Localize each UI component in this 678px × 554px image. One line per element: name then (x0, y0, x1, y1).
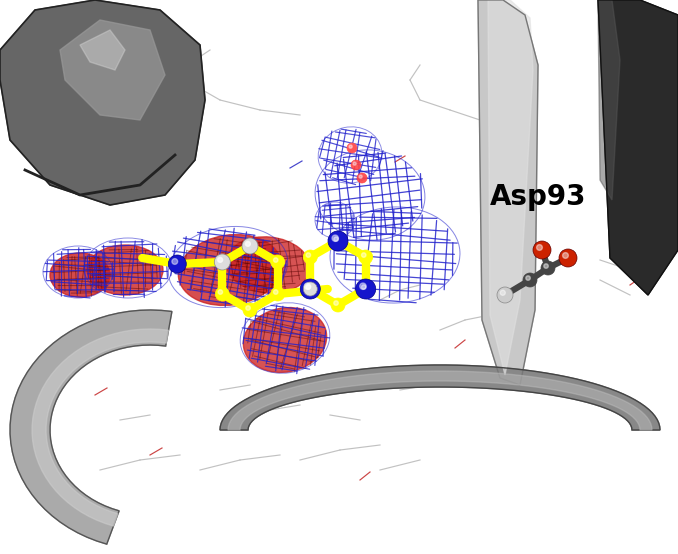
Polygon shape (10, 310, 172, 544)
Circle shape (303, 282, 317, 296)
Circle shape (331, 298, 345, 312)
Polygon shape (488, 0, 533, 375)
Text: Asp93: Asp93 (490, 183, 586, 211)
Circle shape (304, 283, 311, 289)
Circle shape (168, 255, 186, 273)
Circle shape (349, 145, 352, 148)
Circle shape (218, 290, 222, 294)
Circle shape (359, 175, 362, 178)
Circle shape (497, 287, 513, 303)
Circle shape (245, 241, 250, 247)
Circle shape (218, 258, 222, 262)
Circle shape (526, 276, 530, 280)
Circle shape (306, 285, 311, 289)
Polygon shape (0, 0, 205, 205)
Circle shape (523, 273, 537, 287)
Circle shape (328, 231, 348, 251)
Circle shape (246, 306, 250, 310)
Circle shape (563, 253, 568, 258)
Circle shape (273, 258, 278, 262)
Circle shape (361, 253, 366, 257)
Circle shape (334, 301, 338, 305)
Circle shape (216, 287, 229, 301)
Circle shape (353, 162, 356, 165)
Ellipse shape (243, 307, 327, 372)
Polygon shape (60, 20, 165, 120)
Circle shape (351, 160, 361, 170)
Circle shape (271, 287, 285, 301)
Circle shape (303, 282, 317, 296)
Circle shape (332, 235, 338, 242)
Ellipse shape (226, 237, 310, 293)
Circle shape (300, 279, 320, 299)
Circle shape (359, 282, 373, 296)
Circle shape (331, 234, 345, 248)
Circle shape (544, 264, 549, 268)
Circle shape (306, 285, 311, 289)
Circle shape (172, 259, 178, 264)
Circle shape (303, 250, 317, 264)
Circle shape (218, 257, 222, 263)
Polygon shape (220, 365, 660, 430)
Polygon shape (32, 329, 168, 526)
Ellipse shape (50, 253, 110, 297)
Ellipse shape (87, 245, 163, 295)
Polygon shape (598, 0, 620, 200)
Circle shape (533, 241, 551, 259)
Circle shape (536, 245, 542, 250)
Circle shape (242, 238, 258, 254)
Circle shape (214, 254, 231, 270)
Polygon shape (228, 371, 652, 430)
Polygon shape (598, 0, 678, 295)
Circle shape (359, 250, 373, 264)
Circle shape (559, 249, 577, 267)
Circle shape (243, 303, 257, 317)
Circle shape (360, 283, 366, 289)
Circle shape (541, 261, 555, 275)
Circle shape (347, 143, 357, 153)
Circle shape (334, 237, 338, 242)
Circle shape (243, 239, 257, 253)
Circle shape (500, 290, 505, 295)
Circle shape (216, 255, 229, 269)
Circle shape (306, 253, 311, 257)
Circle shape (271, 255, 285, 269)
Polygon shape (80, 30, 125, 70)
Polygon shape (478, 0, 538, 385)
Circle shape (246, 242, 250, 247)
Circle shape (356, 279, 376, 299)
Circle shape (357, 173, 367, 183)
Circle shape (361, 285, 366, 289)
Ellipse shape (178, 234, 281, 305)
Circle shape (273, 290, 278, 294)
